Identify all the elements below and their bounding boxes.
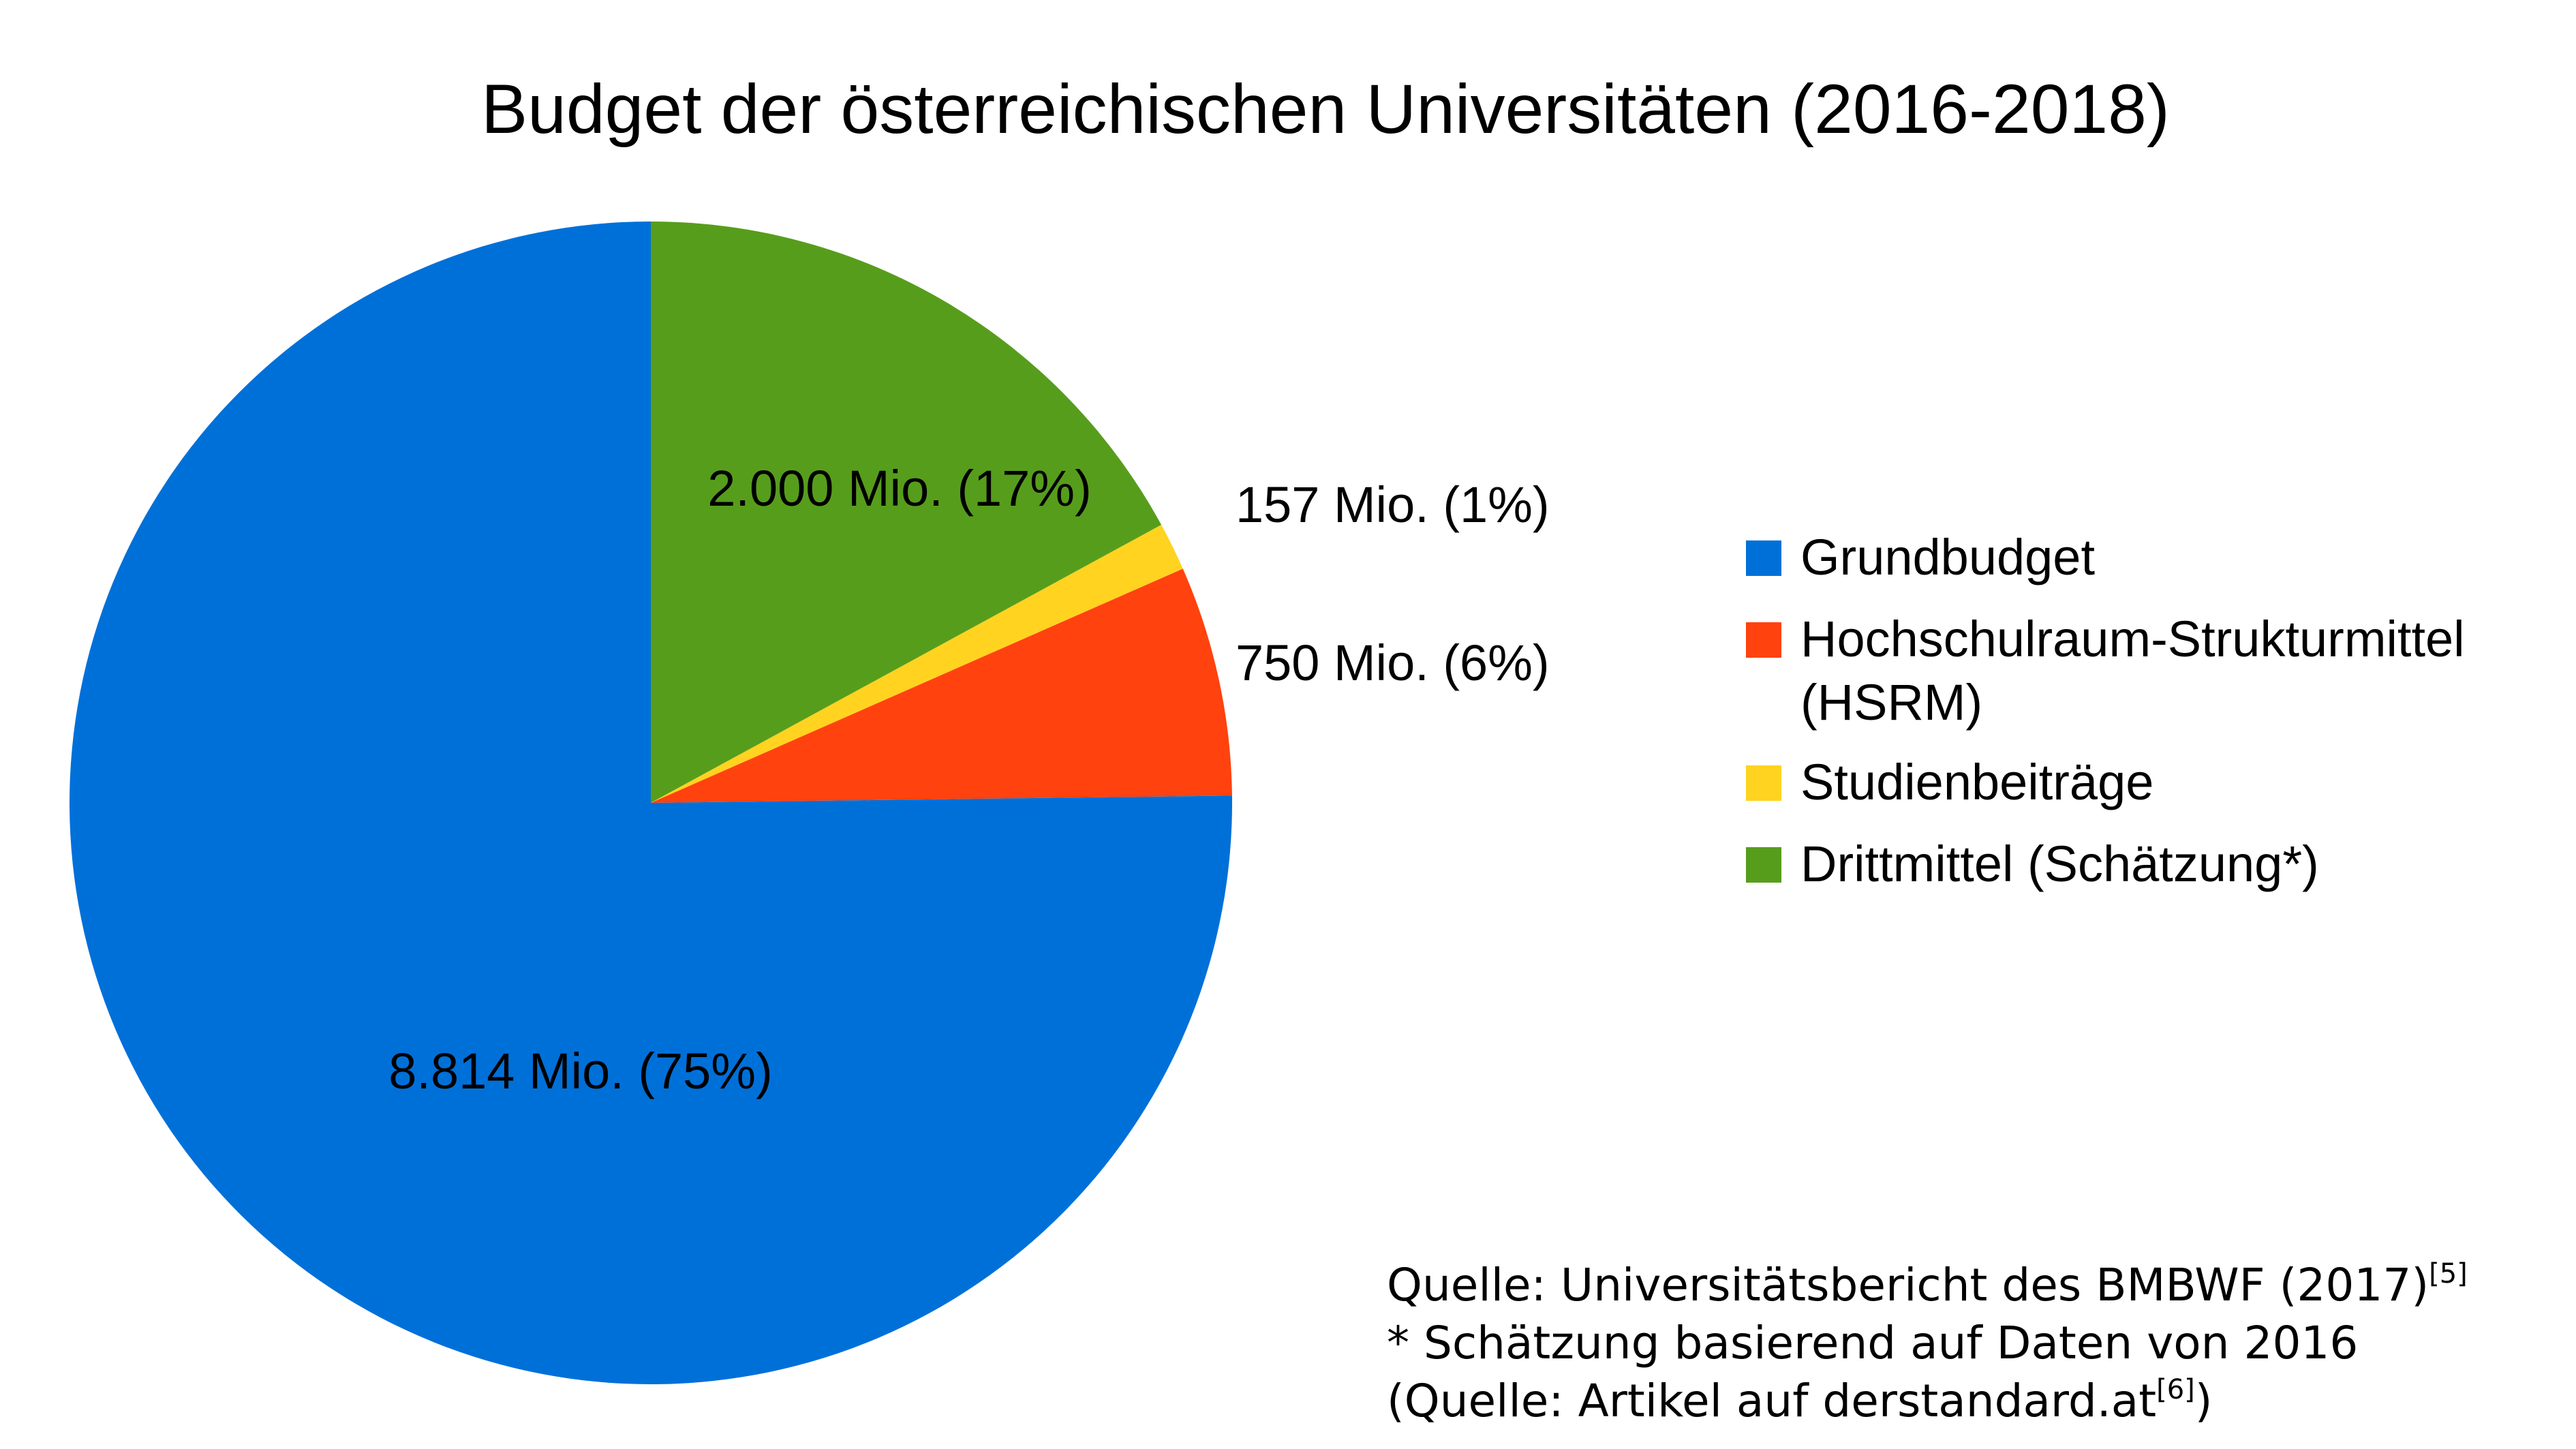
legend-swatch-3	[1746, 847, 1781, 883]
pie-slices	[69, 222, 1232, 1384]
slice-label-3: 8.814 Mio. (75%)	[388, 1043, 773, 1099]
source-note: Quelle: Universitätsbericht des BMBWF (2…	[1387, 1258, 2468, 1427]
legend: Grundbudget Hochschulraum-Strukturmittel (…	[1746, 529, 2465, 892]
pie-slice-labels: 2.000 Mio. (17%) 157 Mio. (1%) 750 Mio. (6…	[388, 460, 1549, 1099]
source-line-2: * Schätzung basierend auf Daten von 2016	[1387, 1317, 2358, 1369]
legend-label-2: Studienbeiträge	[1800, 754, 2153, 810]
pie-slice-drittmittel-schätzung	[651, 222, 1162, 803]
slice-label-2: 750 Mio. (6%)	[1236, 635, 1550, 691]
slice-label-1: 157 Mio. (1%)	[1236, 476, 1550, 533]
legend-label-1: Hochschulraum-Strukturmittel	[1800, 611, 2465, 667]
source-ref-5: [5]	[2429, 1258, 2468, 1290]
pie-slice-grundbudget	[69, 222, 1232, 1384]
legend-swatch-0	[1746, 540, 1781, 576]
source-ref-6: [6]	[2156, 1374, 2195, 1405]
source-line-3: (Quelle: Artikel auf derstandard.at[6])	[1387, 1374, 2213, 1427]
legend-label-1-line-2: (HSRM)	[1800, 674, 1982, 731]
slice-label-0: 2.000 Mio. (17%)	[707, 460, 1092, 517]
legend-label-3: Drittmittel (Schätzung*)	[1800, 836, 2319, 892]
legend-swatch-2	[1746, 765, 1781, 801]
pie-slice-studienbeiträge	[651, 525, 1183, 803]
source-line-1: Quelle: Universitätsbericht des BMBWF (2…	[1387, 1258, 2468, 1311]
pie-slice-hochschulraum-strukturmittel-hsrm	[651, 568, 1232, 803]
chart-title: Budget der österreichischen Universitäte…	[481, 70, 2170, 148]
legend-label-0: Grundbudget	[1800, 529, 2095, 585]
legend-swatch-1	[1746, 622, 1781, 658]
